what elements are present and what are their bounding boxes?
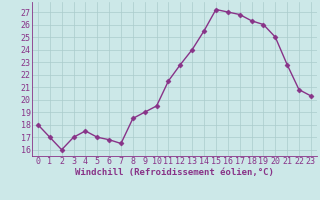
X-axis label: Windchill (Refroidissement éolien,°C): Windchill (Refroidissement éolien,°C) bbox=[75, 168, 274, 177]
